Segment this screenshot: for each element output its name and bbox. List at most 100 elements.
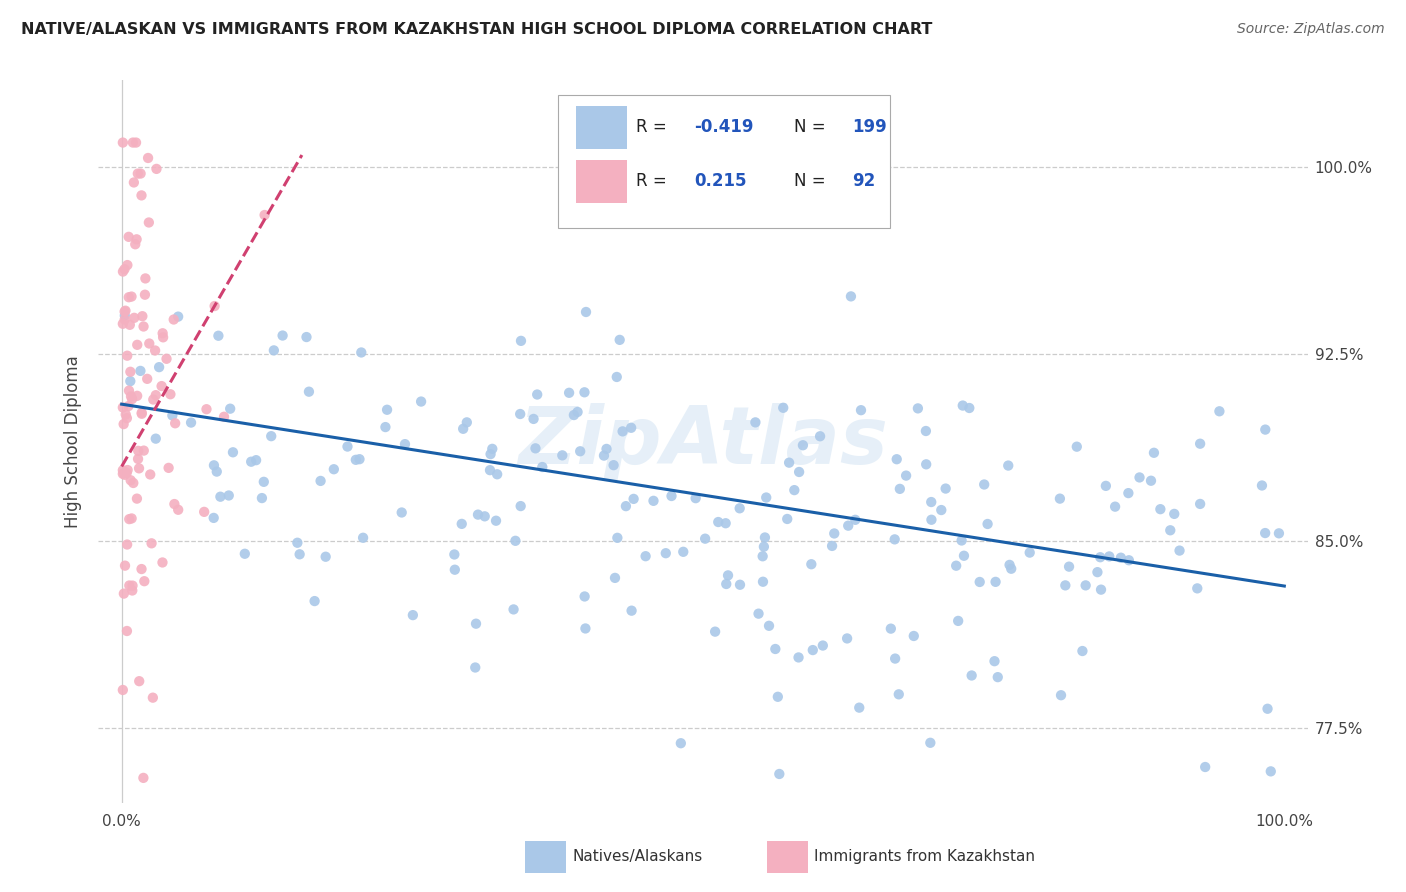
Point <box>728 578 751 592</box>
Point <box>122 176 145 190</box>
Point <box>129 167 152 181</box>
FancyBboxPatch shape <box>558 95 890 228</box>
Point <box>717 568 740 582</box>
Point <box>165 417 187 431</box>
Point <box>558 385 581 400</box>
Point <box>287 535 309 549</box>
Point <box>309 474 332 488</box>
Point <box>443 548 465 562</box>
Point <box>593 449 616 463</box>
Point <box>253 475 276 489</box>
Point <box>614 499 637 513</box>
Point <box>125 232 148 246</box>
Point <box>883 533 905 547</box>
Point <box>253 208 276 222</box>
Point <box>120 389 142 403</box>
Point <box>574 622 596 636</box>
Point <box>115 466 138 480</box>
Point <box>260 429 283 443</box>
Point <box>1187 582 1209 596</box>
Point <box>783 483 806 497</box>
Point <box>150 379 173 393</box>
Point <box>801 643 824 657</box>
Point <box>411 394 433 409</box>
Point <box>1189 436 1212 450</box>
Point <box>114 309 136 323</box>
Point <box>844 513 866 527</box>
Point <box>240 455 263 469</box>
Point <box>894 468 917 483</box>
Point <box>685 491 707 505</box>
Text: R =: R = <box>637 119 668 136</box>
Point <box>111 683 134 698</box>
Point <box>945 558 967 573</box>
Point <box>157 461 180 475</box>
Point <box>152 556 174 570</box>
Point <box>728 501 751 516</box>
Point <box>111 463 134 477</box>
Point <box>485 514 508 528</box>
Point <box>983 654 1005 668</box>
Point <box>298 384 321 399</box>
Point <box>751 549 773 564</box>
Point <box>1118 486 1140 500</box>
Point <box>117 463 139 477</box>
Point <box>162 409 184 423</box>
Point <box>352 531 374 545</box>
Point <box>451 422 474 436</box>
Point <box>402 608 425 623</box>
Point <box>204 299 226 313</box>
Point <box>1049 491 1071 506</box>
Point <box>465 616 488 631</box>
Point <box>1018 546 1040 560</box>
Point <box>1066 440 1088 454</box>
Point <box>800 558 823 572</box>
Point <box>1071 644 1094 658</box>
Point <box>138 215 160 229</box>
Point <box>129 364 152 378</box>
Point <box>915 424 938 438</box>
Point <box>120 365 142 379</box>
Point <box>134 574 156 589</box>
Point <box>704 624 727 639</box>
Point <box>375 402 398 417</box>
Point <box>526 387 548 401</box>
Point <box>620 604 643 618</box>
Point <box>510 334 533 348</box>
Point <box>623 491 645 506</box>
Point <box>655 546 678 560</box>
Point <box>118 230 141 244</box>
Point <box>835 632 858 646</box>
Point <box>531 460 554 475</box>
Point <box>509 499 531 513</box>
Point <box>1057 559 1080 574</box>
Point <box>131 188 153 202</box>
Point <box>443 563 465 577</box>
Point <box>180 416 202 430</box>
Point <box>778 456 800 470</box>
Point <box>152 326 174 341</box>
Point <box>695 532 717 546</box>
Point <box>997 458 1019 473</box>
Point <box>159 387 181 401</box>
Text: Source: ZipAtlas.com: Source: ZipAtlas.com <box>1237 22 1385 37</box>
Point <box>121 583 143 598</box>
Point <box>1251 478 1274 492</box>
Point <box>595 442 617 456</box>
Text: Immigrants from Kazakhstan: Immigrants from Kazakhstan <box>814 849 1035 864</box>
Point <box>245 453 267 467</box>
FancyBboxPatch shape <box>576 161 627 202</box>
Point <box>132 443 155 458</box>
Point <box>1087 565 1109 579</box>
Point <box>195 402 218 417</box>
Point <box>114 408 136 422</box>
Text: N =: N = <box>793 172 825 190</box>
Text: Natives/Alaskans: Natives/Alaskans <box>572 849 703 864</box>
Point <box>115 624 138 638</box>
Point <box>167 502 190 516</box>
Point <box>271 328 294 343</box>
Point <box>114 467 136 482</box>
Point <box>758 619 780 633</box>
Point <box>603 571 626 585</box>
Point <box>474 509 496 524</box>
